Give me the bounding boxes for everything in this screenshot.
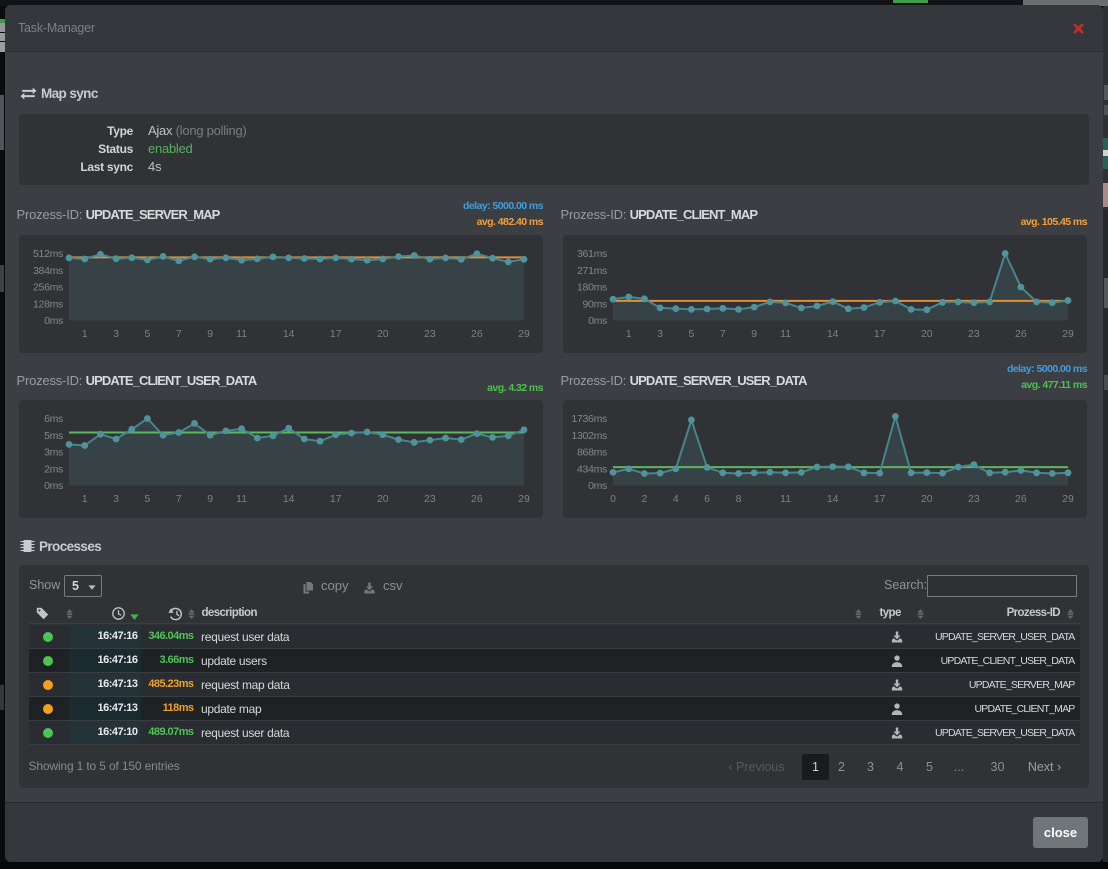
svg-text:1: 1 bbox=[82, 328, 88, 340]
svg-text:3: 3 bbox=[657, 328, 663, 340]
svg-text:1: 1 bbox=[82, 493, 88, 505]
svg-text:17: 17 bbox=[874, 328, 886, 340]
svg-text:4: 4 bbox=[673, 493, 679, 505]
svg-text:3: 3 bbox=[113, 328, 119, 340]
svg-text:0ms: 0ms bbox=[588, 315, 607, 327]
svg-text:434ms: 434ms bbox=[577, 463, 607, 475]
svg-text:1736ms: 1736ms bbox=[571, 413, 607, 425]
svg-text:5: 5 bbox=[144, 493, 150, 505]
svg-text:23: 23 bbox=[968, 328, 980, 340]
svg-text:6: 6 bbox=[704, 493, 710, 505]
svg-text:14: 14 bbox=[827, 328, 839, 340]
svg-text:23: 23 bbox=[424, 328, 436, 340]
svg-text:29: 29 bbox=[1062, 493, 1074, 505]
svg-text:180ms: 180ms bbox=[577, 282, 607, 294]
svg-text:90ms: 90ms bbox=[583, 298, 608, 310]
svg-text:11: 11 bbox=[780, 328, 791, 340]
svg-text:14: 14 bbox=[827, 493, 839, 505]
svg-text:0ms: 0ms bbox=[588, 480, 607, 492]
svg-text:384ms: 384ms bbox=[33, 265, 63, 277]
svg-text:9: 9 bbox=[207, 493, 213, 505]
svg-text:26: 26 bbox=[471, 493, 483, 505]
svg-text:7: 7 bbox=[176, 328, 182, 340]
svg-text:17: 17 bbox=[330, 328, 342, 340]
svg-text:3: 3 bbox=[113, 493, 119, 505]
svg-text:17: 17 bbox=[874, 493, 886, 505]
svg-text:271ms: 271ms bbox=[577, 265, 607, 277]
svg-text:868ms: 868ms bbox=[577, 447, 607, 459]
svg-text:23: 23 bbox=[424, 493, 436, 505]
svg-text:0ms: 0ms bbox=[44, 480, 63, 492]
svg-text:3ms: 3ms bbox=[44, 447, 63, 459]
svg-text:20: 20 bbox=[921, 328, 933, 340]
svg-text:2ms: 2ms bbox=[44, 463, 63, 475]
svg-text:0: 0 bbox=[610, 493, 616, 505]
svg-text:361ms: 361ms bbox=[577, 248, 607, 260]
svg-text:128ms: 128ms bbox=[33, 298, 63, 310]
svg-text:29: 29 bbox=[1062, 328, 1074, 340]
svg-text:23: 23 bbox=[968, 493, 980, 505]
svg-text:29: 29 bbox=[518, 328, 530, 340]
svg-text:9: 9 bbox=[207, 328, 213, 340]
svg-text:8: 8 bbox=[736, 493, 742, 505]
svg-text:11: 11 bbox=[780, 493, 791, 505]
svg-text:7: 7 bbox=[176, 493, 182, 505]
svg-text:5: 5 bbox=[144, 328, 150, 340]
svg-text:17: 17 bbox=[330, 493, 342, 505]
svg-text:9: 9 bbox=[751, 328, 757, 340]
svg-text:26: 26 bbox=[1015, 328, 1027, 340]
svg-text:256ms: 256ms bbox=[33, 282, 63, 294]
svg-text:5: 5 bbox=[688, 328, 694, 340]
svg-text:0ms: 0ms bbox=[44, 315, 63, 327]
svg-text:26: 26 bbox=[1015, 493, 1027, 505]
svg-text:1: 1 bbox=[626, 328, 632, 340]
svg-text:11: 11 bbox=[236, 328, 247, 340]
svg-text:26: 26 bbox=[471, 328, 483, 340]
svg-text:1302ms: 1302ms bbox=[571, 430, 607, 442]
svg-text:7: 7 bbox=[720, 328, 726, 340]
svg-text:6ms: 6ms bbox=[44, 413, 63, 425]
svg-text:20: 20 bbox=[377, 493, 389, 505]
svg-text:14: 14 bbox=[283, 493, 295, 505]
svg-text:2: 2 bbox=[641, 493, 647, 505]
svg-text:14: 14 bbox=[283, 328, 295, 340]
svg-text:20: 20 bbox=[377, 328, 389, 340]
svg-text:5ms: 5ms bbox=[44, 430, 63, 442]
svg-text:11: 11 bbox=[236, 493, 247, 505]
svg-text:29: 29 bbox=[518, 493, 530, 505]
svg-text:20: 20 bbox=[921, 493, 933, 505]
svg-text:512ms: 512ms bbox=[33, 248, 63, 260]
